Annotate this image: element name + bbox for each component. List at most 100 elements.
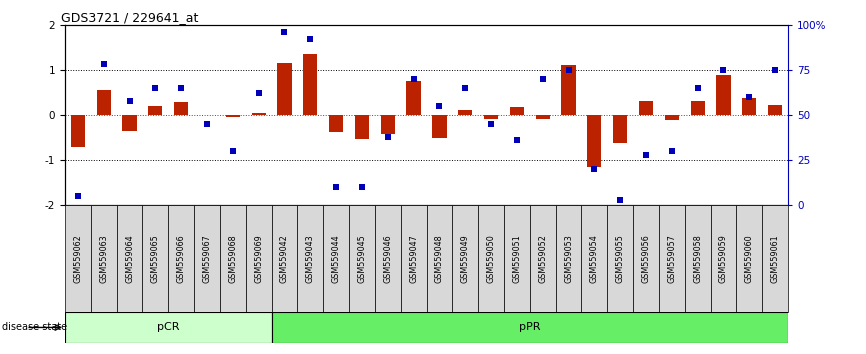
Bar (406, 81, 421, 115)
Bar (65, 205, 91, 312)
Bar (607, 205, 633, 312)
Text: GSM559043: GSM559043 (306, 234, 314, 283)
Bar (742, 98, 756, 115)
Point (174, 85, 188, 91)
Bar (246, 205, 272, 312)
Bar (148, 106, 163, 115)
Bar (587, 115, 602, 167)
Text: GSM559042: GSM559042 (280, 234, 289, 283)
Bar (426, 205, 452, 312)
Bar (349, 205, 375, 312)
Bar (122, 115, 137, 131)
Bar (220, 205, 246, 312)
Text: GSM559062: GSM559062 (74, 234, 82, 283)
Bar (303, 54, 318, 115)
Text: pPR: pPR (519, 322, 540, 332)
Bar (581, 205, 607, 312)
Bar (329, 115, 343, 132)
Point (355, 184, 369, 190)
Bar (142, 205, 168, 312)
Bar (97, 90, 111, 115)
Text: GSM559063: GSM559063 (100, 234, 108, 283)
Point (613, 197, 627, 203)
Point (97, 62, 111, 67)
Point (123, 98, 137, 103)
Point (510, 137, 524, 143)
Bar (639, 101, 653, 115)
Bar (381, 115, 395, 134)
Bar (375, 205, 401, 312)
Text: GSM559060: GSM559060 (745, 234, 753, 283)
Bar (736, 205, 762, 312)
Text: GSM559065: GSM559065 (151, 234, 160, 283)
Bar (174, 102, 188, 115)
Text: GSM559056: GSM559056 (642, 234, 650, 283)
Bar (613, 115, 627, 143)
Bar (251, 113, 266, 115)
Bar (711, 205, 736, 312)
Text: pCR: pCR (157, 322, 179, 332)
Bar (478, 205, 504, 312)
Bar (272, 312, 788, 343)
Bar (535, 115, 550, 119)
Bar (65, 312, 272, 343)
Point (407, 76, 421, 82)
Bar (659, 205, 685, 312)
Point (665, 148, 679, 154)
Text: GSM559054: GSM559054 (590, 234, 599, 283)
Bar (633, 205, 659, 312)
Bar (168, 205, 194, 312)
Text: GSM559067: GSM559067 (203, 234, 211, 283)
Text: GSM559057: GSM559057 (668, 234, 676, 283)
Text: GSM559050: GSM559050 (487, 234, 495, 283)
Text: GSM559066: GSM559066 (177, 234, 185, 283)
Bar (561, 65, 576, 115)
Text: GSM559053: GSM559053 (564, 234, 573, 283)
Point (768, 67, 782, 73)
Bar (716, 75, 731, 115)
Text: GDS3721 / 229641_at: GDS3721 / 229641_at (61, 11, 198, 24)
Bar (91, 205, 117, 312)
Point (432, 103, 446, 109)
Bar (355, 115, 369, 138)
Bar (768, 105, 782, 115)
Point (252, 91, 266, 96)
Point (200, 121, 214, 127)
Point (536, 76, 550, 82)
Bar (762, 205, 788, 312)
Bar (297, 205, 323, 312)
Point (71, 193, 85, 199)
Point (587, 166, 601, 172)
Bar (401, 205, 426, 312)
Text: GSM559052: GSM559052 (539, 234, 547, 283)
Bar (194, 205, 220, 312)
Bar (277, 63, 292, 115)
Bar (323, 205, 349, 312)
Text: GSM559055: GSM559055 (616, 234, 624, 283)
Point (226, 148, 240, 154)
Bar (71, 115, 85, 147)
Bar (504, 205, 530, 312)
Bar (685, 205, 711, 312)
Text: GSM559068: GSM559068 (229, 234, 237, 283)
Bar (226, 115, 240, 117)
Point (303, 36, 317, 42)
Bar (432, 115, 447, 138)
Text: GSM559058: GSM559058 (693, 234, 702, 283)
Bar (665, 115, 679, 120)
Text: GSM559047: GSM559047 (409, 234, 418, 283)
Text: GSM559051: GSM559051 (513, 234, 521, 283)
Point (329, 184, 343, 190)
Bar (530, 205, 556, 312)
Point (562, 67, 576, 73)
Point (716, 67, 730, 73)
Bar (556, 205, 581, 312)
Text: GSM559061: GSM559061 (771, 234, 779, 283)
Bar (458, 110, 472, 115)
Text: GSM559049: GSM559049 (461, 234, 469, 283)
Text: GSM559048: GSM559048 (435, 234, 444, 283)
Text: GSM559046: GSM559046 (384, 234, 392, 283)
Text: GSM559059: GSM559059 (719, 234, 728, 283)
Bar (510, 107, 524, 115)
Bar (117, 205, 142, 312)
